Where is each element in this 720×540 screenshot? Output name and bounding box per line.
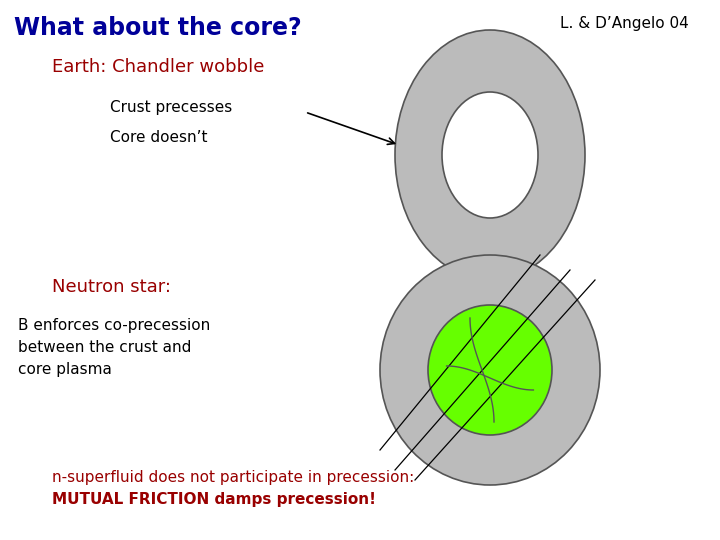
Text: What about the core?: What about the core?: [14, 16, 302, 40]
Text: Neutron star:: Neutron star:: [52, 278, 171, 296]
Text: B enforces co-precession
between the crust and
core plasma: B enforces co-precession between the cru…: [18, 318, 210, 377]
Ellipse shape: [428, 305, 552, 435]
Text: L. & D’Angelo 04: L. & D’Angelo 04: [560, 16, 689, 31]
Text: n-superfluid does not participate in precession:: n-superfluid does not participate in pre…: [52, 470, 414, 485]
Text: MUTUAL FRICTION damps precession!: MUTUAL FRICTION damps precession!: [52, 492, 376, 507]
Text: Earth: Chandler wobble: Earth: Chandler wobble: [52, 58, 264, 76]
Text: Core doesn’t: Core doesn’t: [110, 130, 207, 145]
Text: Crust precesses: Crust precesses: [110, 100, 233, 115]
Ellipse shape: [442, 92, 538, 218]
Ellipse shape: [395, 30, 585, 280]
Ellipse shape: [380, 255, 600, 485]
